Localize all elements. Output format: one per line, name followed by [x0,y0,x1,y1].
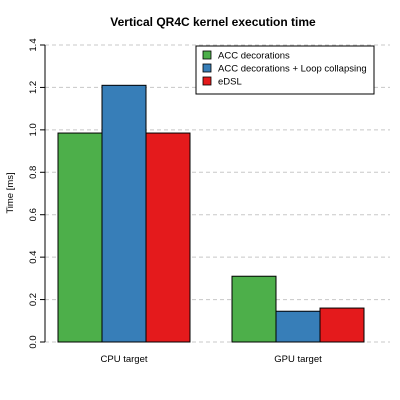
bar-gpu-series-2 [275,310,321,343]
bar-gpu-series-1 [231,275,277,343]
legend-box [195,45,375,95]
x-tick-label: GPU target [274,354,322,365]
legend-swatch [202,50,212,60]
legend-swatch [202,76,212,86]
y-axis: 0.0 0.2 0.4 0.6 0.8 1.0 1.2 1.4 [28,38,46,349]
legend-label: ACC decorations + Loop collapsing [218,64,367,75]
legend: ACC decorations ACC decorations + Loop co… [195,45,375,95]
bar-cpu-series-3 [145,132,191,343]
x-tick-labels: CPU target GPU target [101,354,323,365]
y-tick-label: 0.4 [28,251,39,264]
bar-gpu-series-3 [319,307,365,343]
y-tick-label: 1.4 [28,38,39,51]
y-tick-label: 1.2 [28,81,39,94]
bar-cpu-series-1 [57,132,103,343]
y-axis-label: Time [ms] [5,172,16,213]
x-tick-label: CPU target [101,354,148,365]
y-tick-label: 0.0 [28,335,39,348]
legend-swatch [202,63,212,73]
legend-label: eDSL [218,77,242,88]
legend-label: ACC decorations [218,51,290,62]
y-tick-label: 0.2 [28,293,39,306]
chart-title: Vertical QR4C kernel execution time [110,15,316,29]
bar-cpu-series-2 [101,84,147,343]
y-tick-label: 0.8 [28,166,39,179]
y-tick-label: 0.6 [28,208,39,221]
y-tick-label: 1.0 [28,123,39,136]
bars [57,84,365,343]
